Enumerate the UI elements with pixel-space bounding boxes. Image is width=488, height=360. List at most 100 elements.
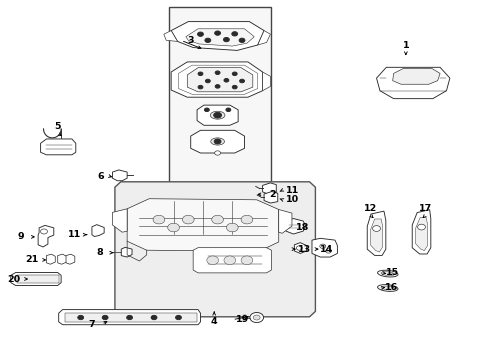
Polygon shape	[92, 225, 104, 237]
Text: 11: 11	[67, 230, 81, 239]
Circle shape	[417, 224, 425, 230]
Text: 15: 15	[385, 269, 398, 277]
Text: 9: 9	[17, 233, 24, 241]
Text: 13: 13	[297, 245, 310, 253]
Ellipse shape	[210, 138, 224, 145]
Circle shape	[204, 38, 210, 42]
Polygon shape	[66, 254, 75, 264]
Bar	[64, 313, 196, 322]
Polygon shape	[112, 170, 127, 181]
Circle shape	[41, 229, 47, 234]
Polygon shape	[283, 219, 305, 234]
Circle shape	[126, 315, 132, 320]
Circle shape	[239, 79, 244, 83]
Polygon shape	[262, 183, 276, 194]
Circle shape	[102, 315, 108, 320]
Ellipse shape	[377, 270, 397, 277]
Text: 7: 7	[88, 320, 95, 329]
Circle shape	[211, 215, 223, 224]
Polygon shape	[257, 31, 270, 45]
Circle shape	[239, 38, 244, 42]
Circle shape	[225, 108, 230, 112]
Circle shape	[224, 78, 228, 82]
Text: 4: 4	[210, 317, 217, 326]
Polygon shape	[366, 211, 385, 256]
Polygon shape	[370, 219, 382, 252]
Circle shape	[253, 315, 260, 320]
Polygon shape	[46, 254, 55, 264]
Circle shape	[214, 139, 221, 144]
Polygon shape	[121, 247, 132, 257]
Circle shape	[232, 85, 237, 89]
Circle shape	[206, 256, 218, 265]
Circle shape	[197, 32, 203, 36]
Polygon shape	[411, 210, 430, 254]
Text: 20: 20	[7, 274, 20, 284]
Polygon shape	[41, 139, 76, 155]
Text: 1: 1	[402, 40, 408, 49]
Polygon shape	[187, 68, 252, 92]
Circle shape	[325, 249, 331, 253]
Polygon shape	[376, 67, 449, 99]
Text: 5: 5	[54, 122, 61, 131]
Polygon shape	[127, 199, 278, 251]
Circle shape	[215, 85, 220, 88]
Polygon shape	[171, 62, 262, 97]
Text: 10: 10	[285, 195, 298, 204]
Text: 14: 14	[319, 245, 333, 253]
Circle shape	[205, 79, 210, 83]
Polygon shape	[392, 68, 439, 84]
Circle shape	[78, 315, 83, 320]
Polygon shape	[415, 217, 427, 251]
Polygon shape	[190, 130, 244, 153]
Circle shape	[214, 31, 220, 35]
Polygon shape	[278, 210, 291, 233]
Polygon shape	[185, 29, 254, 46]
Ellipse shape	[380, 286, 394, 290]
Circle shape	[214, 151, 220, 155]
Text: 12: 12	[363, 204, 377, 213]
Circle shape	[223, 37, 229, 42]
Polygon shape	[112, 209, 127, 232]
Polygon shape	[311, 238, 337, 257]
Circle shape	[204, 108, 209, 112]
Text: 6: 6	[97, 172, 103, 181]
Ellipse shape	[210, 111, 224, 119]
Circle shape	[151, 315, 157, 320]
Polygon shape	[58, 254, 66, 264]
Circle shape	[372, 226, 380, 231]
Polygon shape	[11, 273, 61, 285]
Polygon shape	[38, 225, 54, 247]
Text: 18: 18	[295, 223, 308, 232]
Bar	[168, 7, 271, 191]
Circle shape	[296, 246, 302, 250]
Circle shape	[167, 223, 179, 232]
Ellipse shape	[377, 285, 397, 291]
Text: 8: 8	[97, 248, 103, 257]
Polygon shape	[59, 310, 200, 325]
Circle shape	[319, 244, 325, 248]
Bar	[17, 275, 59, 283]
Circle shape	[232, 72, 237, 76]
Circle shape	[249, 312, 263, 323]
Circle shape	[215, 71, 220, 75]
Circle shape	[241, 256, 252, 265]
Circle shape	[241, 215, 252, 224]
Polygon shape	[163, 31, 177, 41]
Circle shape	[213, 112, 221, 118]
Circle shape	[224, 256, 235, 265]
Circle shape	[153, 215, 164, 224]
Text: 3: 3	[187, 36, 194, 45]
Circle shape	[198, 85, 203, 89]
Polygon shape	[264, 192, 277, 203]
Polygon shape	[262, 72, 270, 91]
Polygon shape	[115, 182, 315, 317]
Polygon shape	[294, 243, 306, 253]
Circle shape	[231, 32, 237, 36]
Text: 21: 21	[25, 256, 39, 264]
Text: 11: 11	[285, 186, 299, 194]
Text: 16: 16	[384, 284, 397, 292]
Circle shape	[182, 215, 194, 224]
Polygon shape	[193, 248, 271, 273]
Circle shape	[226, 223, 238, 232]
